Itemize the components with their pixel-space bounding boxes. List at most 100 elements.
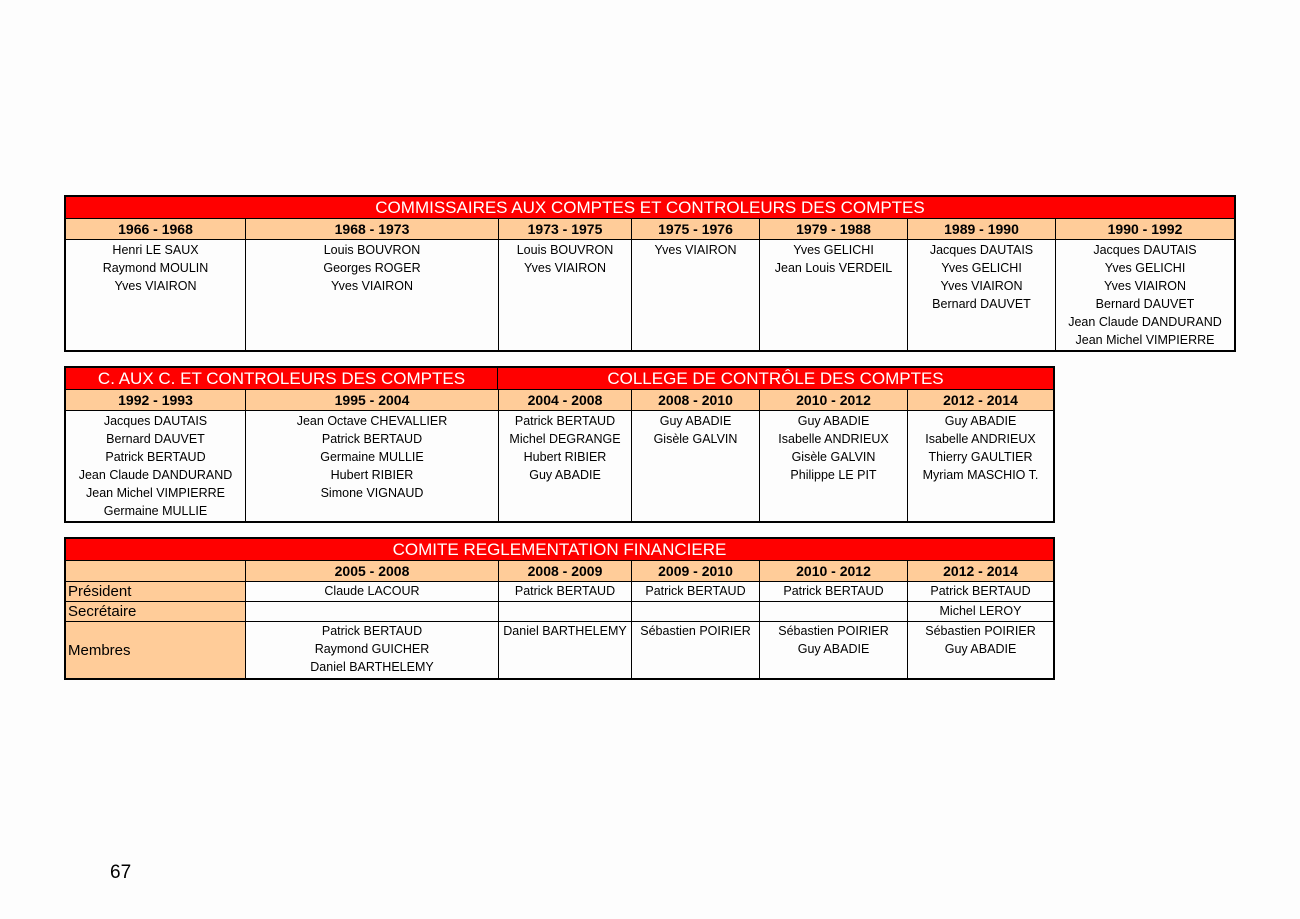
table-title-right: COLLEGE DE CONTRÔLE DES COMPTES	[607, 369, 944, 388]
table-comite-reglementation: COMITE REGLEMENTATION FINANCIERE 2005 - …	[64, 537, 1055, 680]
table-cell: Daniel BARTHELEMY	[499, 622, 632, 678]
column-header: 2010 - 2012	[760, 390, 908, 410]
table-header-row: 2005 - 2008 2008 - 2009 2009 - 2010 2010 - …	[66, 561, 1053, 582]
member-name: Isabelle ANDRIEUX	[925, 432, 1036, 446]
table-row: Secrétaire Michel LEROY	[66, 602, 1053, 622]
table-column: Guy ABADIE Isabelle ANDRIEUX Thierry GAULT…	[908, 411, 1053, 521]
member-name: Guy ABADIE	[529, 468, 601, 482]
column-header: 1989 - 1990	[908, 219, 1056, 239]
table-cell: Patrick BERTAUD	[908, 582, 1053, 601]
row-label: Membres	[66, 622, 246, 678]
column-header: 2008 - 2010	[632, 390, 760, 410]
row-label: Président	[66, 582, 246, 601]
table-title: COMMISSAIRES AUX COMPTES ET CONTROLEURS …	[375, 198, 925, 217]
member-name: Georges ROGER	[323, 261, 421, 275]
column-header: 1995 - 2004	[246, 390, 499, 410]
member-name: Patrick BERTAUD	[514, 414, 616, 428]
column-header: 2009 - 2010	[632, 561, 760, 581]
member-name: Patrick BERTAUD	[645, 584, 746, 598]
member-name: Guy ABADIE	[944, 414, 1017, 428]
member-name: Michel LEROY	[939, 604, 1022, 618]
member-name: Thierry GAULTIER	[928, 450, 1033, 464]
table-column: Yves GELICHI Jean Louis VERDEIL	[760, 240, 908, 350]
table-cell: Sébastien POIRIER Guy ABADIE	[760, 622, 908, 678]
table-header-row: 1992 - 1993 1995 - 2004 2004 - 2008 2008 - …	[66, 390, 1053, 411]
member-name: Patrick BERTAUD	[514, 584, 616, 598]
member-name: Louis BOUVRON	[323, 243, 421, 257]
table-row: Membres Patrick BERTAUD Raymond GUICHER Dan…	[66, 622, 1053, 678]
table-cell: Michel LEROY	[908, 602, 1053, 621]
member-name: Henri LE SAUX	[112, 243, 199, 257]
member-name: Bernard DAUVET	[106, 432, 205, 446]
table-title-row: COMMISSAIRES AUX COMPTES ET CONTROLEURS …	[66, 197, 1234, 219]
table-column: Guy ABADIE Gisèle GALVIN	[632, 411, 760, 521]
member-name: Raymond MOULIN	[102, 261, 209, 275]
column-header: 2012 - 2014	[943, 392, 1018, 408]
member-name: Jean Michel VIMPIERRE	[86, 486, 225, 500]
member-name: Daniel BARTHELEMY	[310, 660, 434, 674]
table-header-row: 1966 - 1968 1968 - 1973 1973 - 1975 1975 - …	[66, 219, 1234, 240]
table-body: Jacques DAUTAIS Bernard DAUVET Patrick BER…	[66, 411, 1053, 521]
table-column: Jacques DAUTAIS Bernard DAUVET Patrick BER…	[66, 411, 246, 521]
member-name: Jean Claude DANDURAND	[78, 468, 233, 482]
column-header: 2010 - 2012	[760, 561, 908, 581]
member-name: Louis BOUVRON	[516, 243, 614, 257]
member-name: Yves VIAIRON	[331, 279, 413, 293]
member-name: Jean Octave CHEVALLIER	[296, 414, 448, 428]
member-name: Patrick BERTAUD	[321, 432, 423, 446]
table-column: Patrick BERTAUD Michel DEGRANGE Hubert RIB…	[499, 411, 632, 521]
member-name: Jean Louis VERDEIL	[774, 261, 893, 275]
member-name: Patrick BERTAUD	[930, 584, 1031, 598]
member-name: Yves VIAIRON	[114, 279, 197, 293]
member-name: Claude LACOUR	[324, 584, 420, 598]
table-cell: Patrick BERTAUD	[632, 582, 760, 601]
member-name: Yves GELICHI	[1104, 261, 1186, 275]
member-name: Guy ABADIE	[797, 642, 870, 656]
member-name: Jean Claude DANDURAND	[1068, 315, 1222, 329]
table-column: Henri LE SAUX Raymond MOULIN Yves VIAIRON	[66, 240, 246, 350]
column-header: 1973 - 1975	[499, 219, 632, 239]
table-column: Yves VIAIRON	[632, 240, 760, 350]
member-name: Germaine MULLIE	[103, 504, 208, 518]
member-name: Simone VIGNAUD	[320, 486, 424, 500]
member-name: Patrick BERTAUD	[105, 450, 206, 464]
table-title-row: C. AUX C. ET CONTROLEURS DES COMPTES COL…	[66, 368, 1053, 390]
member-name: Gisèle GALVIN	[653, 432, 738, 446]
member-name: Patrick BERTAUD	[321, 624, 423, 638]
table-body: Président Claude LACOUR Patrick BERTAUD Pat…	[66, 582, 1053, 678]
table-title-left: C. AUX C. ET CONTROLEURS DES COMPTES	[66, 368, 498, 389]
member-name: Michel DEGRANGE	[509, 432, 621, 446]
member-name: Guy ABADIE	[944, 642, 1017, 656]
column-header-blank	[66, 561, 246, 581]
column-header: 1979 - 1988	[760, 219, 908, 239]
column-header: 1992 - 1993	[66, 390, 246, 410]
member-name: Patrick BERTAUD	[783, 584, 884, 598]
table-title-row: COMITE REGLEMENTATION FINANCIERE	[66, 539, 1053, 561]
member-name: Yves VIAIRON	[940, 279, 1023, 293]
member-name: Yves VIAIRON	[524, 261, 606, 275]
member-name: Gisèle GALVIN	[791, 450, 876, 464]
member-name: Jacques DAUTAIS	[929, 243, 1034, 257]
member-name: Guy ABADIE	[659, 414, 732, 428]
column-header: 2012 - 2014	[943, 563, 1018, 579]
table-cell	[499, 602, 632, 621]
member-name: Yves VIAIRON	[1104, 279, 1186, 293]
member-name: Jacques DAUTAIS	[1093, 243, 1197, 257]
column-header: 1975 - 1976	[632, 219, 760, 239]
member-name: Yves GELICHI	[941, 261, 1022, 275]
table-column: Louis BOUVRON Yves VIAIRON	[499, 240, 632, 350]
member-name: Myriam MASCHIO T.	[922, 468, 1039, 482]
column-header: 1966 - 1968	[66, 219, 246, 239]
table-cell: Patrick BERTAUD	[499, 582, 632, 601]
column-header: 2005 - 2008	[246, 561, 499, 581]
table-cell: Sébastien POIRIER	[632, 622, 760, 678]
member-name: Bernard DAUVET	[932, 297, 1031, 311]
member-name: Bernard DAUVET	[1095, 297, 1195, 311]
table-cell: Patrick BERTAUD Raymond GUICHER Daniel BAR…	[246, 622, 499, 678]
column-header: 2008 - 2009	[499, 561, 632, 581]
member-name: Jean Michel VIMPIERRE	[1075, 333, 1215, 347]
member-name: Raymond GUICHER	[314, 642, 430, 656]
table-row: Président Claude LACOUR Patrick BERTAUD Pat…	[66, 582, 1053, 602]
row-label: Secrétaire	[66, 602, 246, 621]
table-cell: Claude LACOUR	[246, 582, 499, 601]
